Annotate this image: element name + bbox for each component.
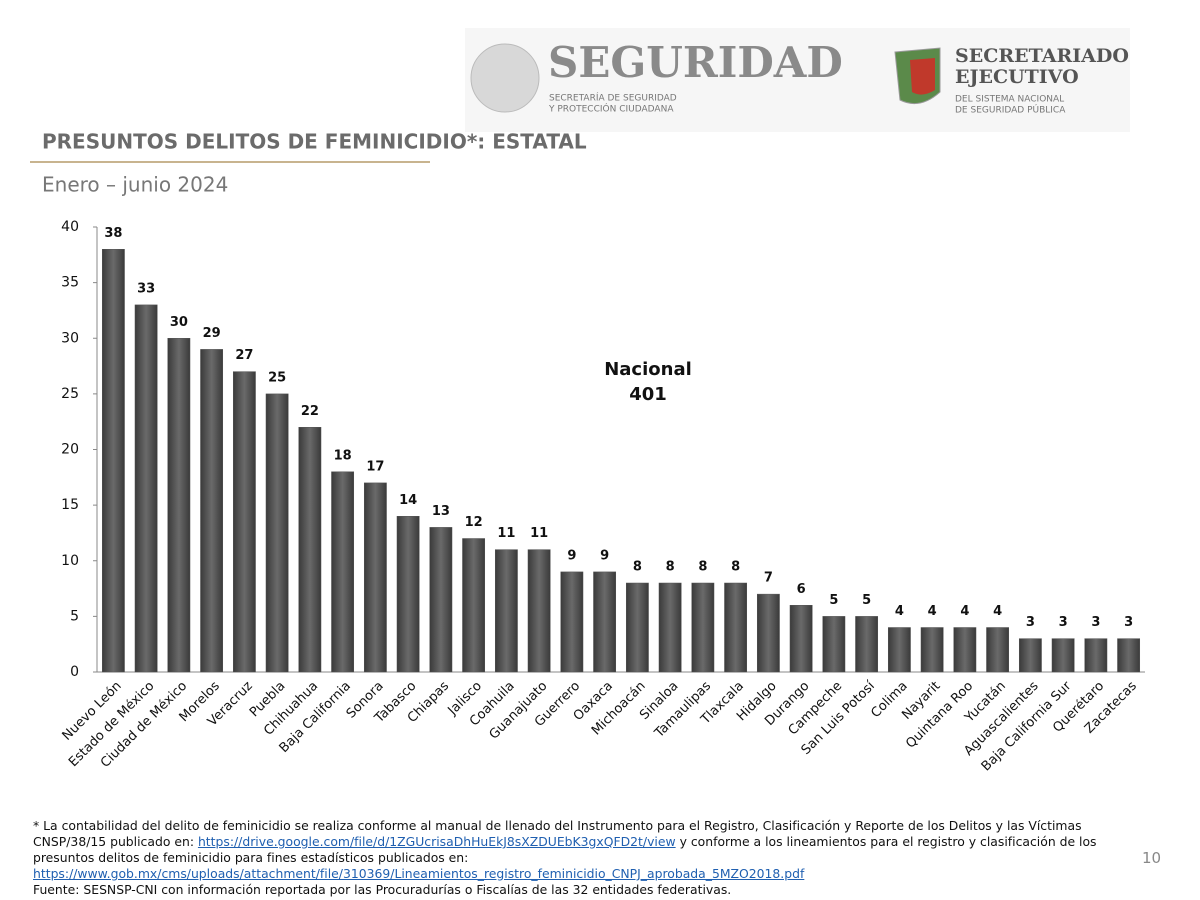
value-label: 27 bbox=[235, 348, 253, 363]
y-tick-label: 40 bbox=[61, 219, 79, 235]
header-title: EJECUTIVO bbox=[955, 66, 1079, 88]
chart-subtitle: Enero – junio 2024 bbox=[42, 173, 228, 197]
header-title: SECRETARIADO bbox=[955, 45, 1129, 67]
page-number: 10 bbox=[1142, 849, 1162, 867]
bar bbox=[1117, 638, 1141, 673]
value-label: 4 bbox=[960, 604, 969, 619]
bar bbox=[986, 627, 1010, 673]
header-sub: DE SEGURIDAD PÚBLICA bbox=[955, 104, 1066, 116]
bar bbox=[658, 582, 682, 673]
value-label: 8 bbox=[731, 560, 740, 575]
footnote-link[interactable]: https://www.gob.mx/cms/uploads/attachmen… bbox=[33, 866, 805, 881]
bar bbox=[593, 571, 617, 673]
bar bbox=[1084, 638, 1108, 673]
value-label: 9 bbox=[600, 548, 609, 563]
bar bbox=[527, 549, 551, 673]
value-label: 5 bbox=[829, 593, 838, 608]
bar bbox=[560, 571, 584, 673]
bar bbox=[887, 627, 911, 673]
value-label: 11 bbox=[530, 526, 548, 541]
value-label: 8 bbox=[698, 560, 707, 575]
header-sub: SECRETARÍA DE SEGURIDAD bbox=[549, 92, 677, 104]
value-label: 4 bbox=[895, 604, 904, 619]
header-sub: DEL SISTEMA NACIONAL bbox=[955, 95, 1064, 105]
value-label: 6 bbox=[797, 582, 806, 597]
value-label: 13 bbox=[432, 504, 450, 519]
value-label: 33 bbox=[137, 281, 155, 296]
value-label: 4 bbox=[928, 604, 937, 619]
bar bbox=[855, 616, 879, 673]
annotation: Nacional bbox=[604, 359, 692, 380]
bar bbox=[1051, 638, 1075, 673]
bar bbox=[331, 471, 355, 673]
value-label: 8 bbox=[666, 560, 675, 575]
y-tick-label: 15 bbox=[61, 497, 79, 513]
chart-title: PRESUNTOS DELITOS DE FEMINICIDIO*: ESTAT… bbox=[42, 130, 587, 154]
value-label: 12 bbox=[465, 515, 483, 530]
value-label: 18 bbox=[334, 448, 352, 463]
bar bbox=[363, 482, 387, 673]
bar bbox=[1018, 638, 1042, 673]
value-label: 38 bbox=[104, 226, 122, 241]
value-label: 3 bbox=[1091, 615, 1100, 630]
bar bbox=[789, 605, 813, 673]
value-label: 3 bbox=[1124, 615, 1133, 630]
value-label: 4 bbox=[993, 604, 1002, 619]
footnote-text: * La contabilidad del delito de feminici… bbox=[33, 818, 1082, 849]
bar bbox=[396, 516, 420, 673]
value-label: 22 bbox=[301, 404, 319, 419]
bar bbox=[756, 593, 780, 673]
bar bbox=[953, 627, 977, 673]
value-label: 17 bbox=[366, 459, 384, 474]
bar bbox=[232, 371, 256, 673]
footnote-link[interactable]: https://drive.google.com/file/d/1ZGUcris… bbox=[197, 834, 676, 849]
value-label: 29 bbox=[203, 326, 221, 341]
value-label: 11 bbox=[497, 526, 515, 541]
value-label: 25 bbox=[268, 370, 286, 385]
y-tick-label: 35 bbox=[61, 275, 79, 291]
bar bbox=[691, 582, 715, 673]
y-tick-label: 20 bbox=[61, 442, 79, 458]
bar bbox=[625, 582, 649, 673]
value-label: 7 bbox=[764, 571, 773, 586]
bar bbox=[298, 427, 322, 673]
value-label: 5 bbox=[862, 593, 871, 608]
y-tick-label: 10 bbox=[61, 553, 79, 569]
y-tick-label: 0 bbox=[70, 664, 79, 680]
y-tick-label: 30 bbox=[61, 330, 79, 346]
value-label: 14 bbox=[399, 493, 417, 508]
chart: SEGURIDAD SECRETARÍA DE SEGURIDAD Y PROT… bbox=[30, 28, 1145, 775]
value-label: 8 bbox=[633, 560, 642, 575]
se-logo-map bbox=[910, 58, 935, 95]
bar bbox=[265, 393, 289, 673]
bar bbox=[462, 538, 486, 673]
bar bbox=[920, 627, 944, 673]
bar bbox=[494, 549, 518, 673]
header-title: SEGURIDAD bbox=[548, 38, 843, 87]
value-label: 3 bbox=[1026, 615, 1035, 630]
footnote-source: Fuente: SESNSP-CNI con información repor… bbox=[33, 882, 732, 897]
header-sub: Y PROTECCIÓN CIUDADANA bbox=[548, 103, 674, 115]
bar bbox=[724, 582, 748, 673]
bar bbox=[200, 349, 224, 673]
bar bbox=[134, 304, 158, 673]
bar bbox=[822, 616, 846, 673]
value-label: 9 bbox=[567, 548, 576, 563]
y-tick-label: 5 bbox=[70, 608, 79, 624]
emblem bbox=[470, 43, 540, 113]
bar bbox=[101, 249, 125, 673]
footnote: * La contabilidad del delito de feminici… bbox=[33, 818, 1118, 898]
value-label: 30 bbox=[170, 315, 188, 330]
header-band bbox=[465, 28, 1130, 132]
value-label: 3 bbox=[1059, 615, 1068, 630]
annotation: 401 bbox=[629, 384, 667, 405]
bar bbox=[429, 527, 453, 673]
footnote-text: y conforme a los lineamientos para el re… bbox=[33, 834, 1097, 865]
y-tick-label: 25 bbox=[61, 386, 79, 402]
bar bbox=[167, 338, 191, 673]
